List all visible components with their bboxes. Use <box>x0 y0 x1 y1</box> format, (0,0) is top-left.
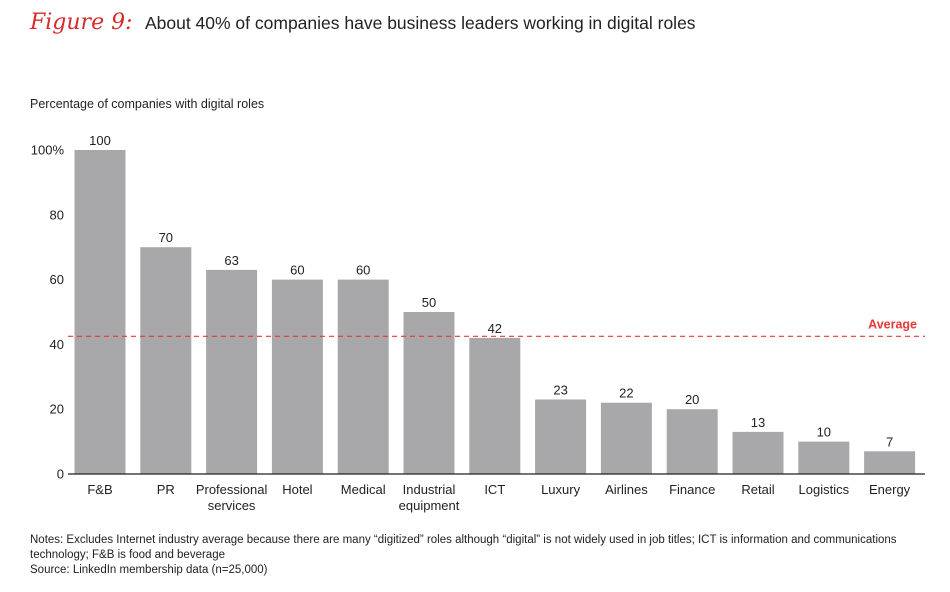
bar-value-label-4: 60 <box>356 263 370 278</box>
figure-label: Figure 9: <box>30 10 133 35</box>
bar-value-label-10: 13 <box>751 415 765 430</box>
bar-9 <box>666 409 718 474</box>
figure-title: Figure 9: About 40% of companies have bu… <box>30 10 696 35</box>
bar-value-label-5: 50 <box>422 295 436 310</box>
category-label-6-0: ICT <box>484 482 505 497</box>
category-label-3-0: Hotel <box>282 482 312 497</box>
bar-value-label-6: 42 <box>488 321 502 336</box>
category-label-7-0: Luxury <box>541 482 581 497</box>
y-tick-label-1: 20 <box>50 402 64 417</box>
bar-0 <box>74 150 126 474</box>
y-axis-label: Percentage of companies with digital rol… <box>30 97 264 111</box>
bar-3 <box>271 279 323 474</box>
bar-value-label-9: 20 <box>685 392 699 407</box>
bar-value-label-2: 63 <box>224 253 238 268</box>
category-label-0-0: F&B <box>87 482 112 497</box>
bar-2 <box>206 269 258 474</box>
category-label-12-0: Energy <box>869 482 911 497</box>
bar-7 <box>535 399 587 474</box>
category-label-4-0: Medical <box>341 482 386 497</box>
category-label-10-0: Retail <box>741 482 774 497</box>
bar-6 <box>469 337 521 474</box>
bars <box>74 150 916 474</box>
bar-11 <box>798 441 850 474</box>
y-axis-ticks: 0 20 40 60 80 100% <box>31 143 65 482</box>
y-tick-label-3: 60 <box>50 272 64 287</box>
bar-value-label-1: 70 <box>159 230 173 245</box>
y-tick-label-4: 80 <box>50 207 64 222</box>
bar-value-label-12: 7 <box>886 434 893 449</box>
bar-value-label-11: 10 <box>817 425 831 440</box>
category-label-1-0: PR <box>157 482 175 497</box>
bar-5 <box>403 312 455 474</box>
y-tick-label-5: 100% <box>31 143 65 158</box>
category-label-2-1: services <box>208 498 256 513</box>
chart-notes: Notes: Excludes Internet industry averag… <box>30 533 910 578</box>
category-label-9-0: Finance <box>669 482 715 497</box>
category-label-8-0: Airlines <box>605 482 648 497</box>
bar-value-label-8: 22 <box>619 386 633 401</box>
notes-text: Notes: Excludes Internet industry averag… <box>30 534 897 561</box>
category-label-2-0: Professional <box>196 482 268 497</box>
category-label-11-0: Logistics <box>799 482 850 497</box>
average-label: Average <box>868 317 917 331</box>
bar-10 <box>732 431 784 474</box>
category-label-5-1: equipment <box>399 498 460 513</box>
bar-1 <box>140 247 192 474</box>
y-tick-label-0: 0 <box>57 467 64 482</box>
figure-headline: About 40% of companies have business lea… <box>144 13 696 33</box>
y-tick-label-2: 40 <box>50 337 64 352</box>
bar-value-labels: 100 70 63 60 60 50 42 23 22 20 13 10 7 <box>89 133 893 449</box>
bar-value-label-3: 60 <box>290 263 304 278</box>
bar-4 <box>337 279 389 474</box>
category-label-5-0: Industrial <box>403 482 456 497</box>
bar-value-label-7: 23 <box>553 382 567 397</box>
source-text: Source: LinkedIn membership data (n=25,0… <box>30 564 268 576</box>
bar-8 <box>600 402 652 474</box>
bar-value-label-0: 100 <box>89 133 111 148</box>
bar-12 <box>864 451 916 474</box>
bar-chart: Percentage of companies with digital rol… <box>30 97 925 513</box>
